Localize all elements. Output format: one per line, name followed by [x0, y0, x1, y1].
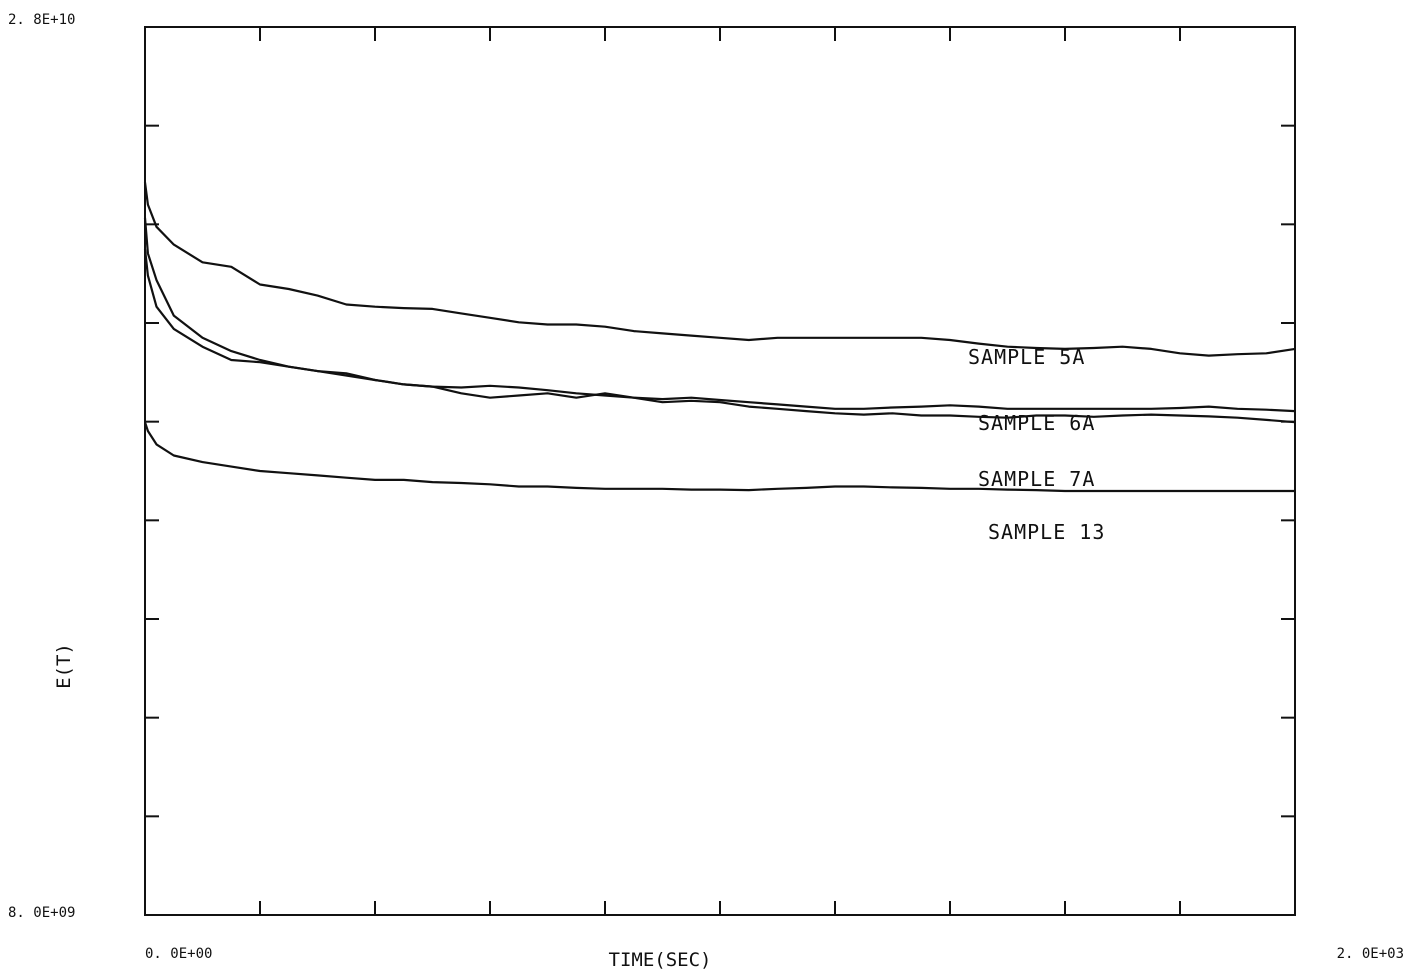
y-axis-label: E(T)	[53, 643, 75, 689]
series-line-sample-13	[143, 421, 1295, 493]
x-axis-label: TIME(SEC)	[609, 949, 712, 971]
plot-frame	[144, 26, 1296, 916]
x-tick-label-min: 0. 0E+00	[145, 946, 212, 962]
series-label-sample-5a: SAMPLE 5A	[968, 345, 1085, 369]
tick-marks	[145, 27, 1295, 915]
y-tick-label-min: 8. 0E+09	[8, 905, 75, 921]
series-line-sample-6a	[143, 217, 1296, 413]
x-tick-label-max: 2. 0E+03	[1337, 946, 1404, 962]
series-line-sample-5a	[143, 182, 1296, 357]
series-curves	[143, 182, 1296, 493]
series-label-sample-13: SAMPLE 13	[988, 520, 1105, 544]
series-line-sample-7a	[143, 248, 1296, 424]
y-tick-label-max: 2. 8E+10	[8, 12, 75, 28]
series-label-sample-6a: SAMPLE 6A	[978, 411, 1095, 435]
series-label-sample-7a: SAMPLE 7A	[978, 467, 1095, 491]
